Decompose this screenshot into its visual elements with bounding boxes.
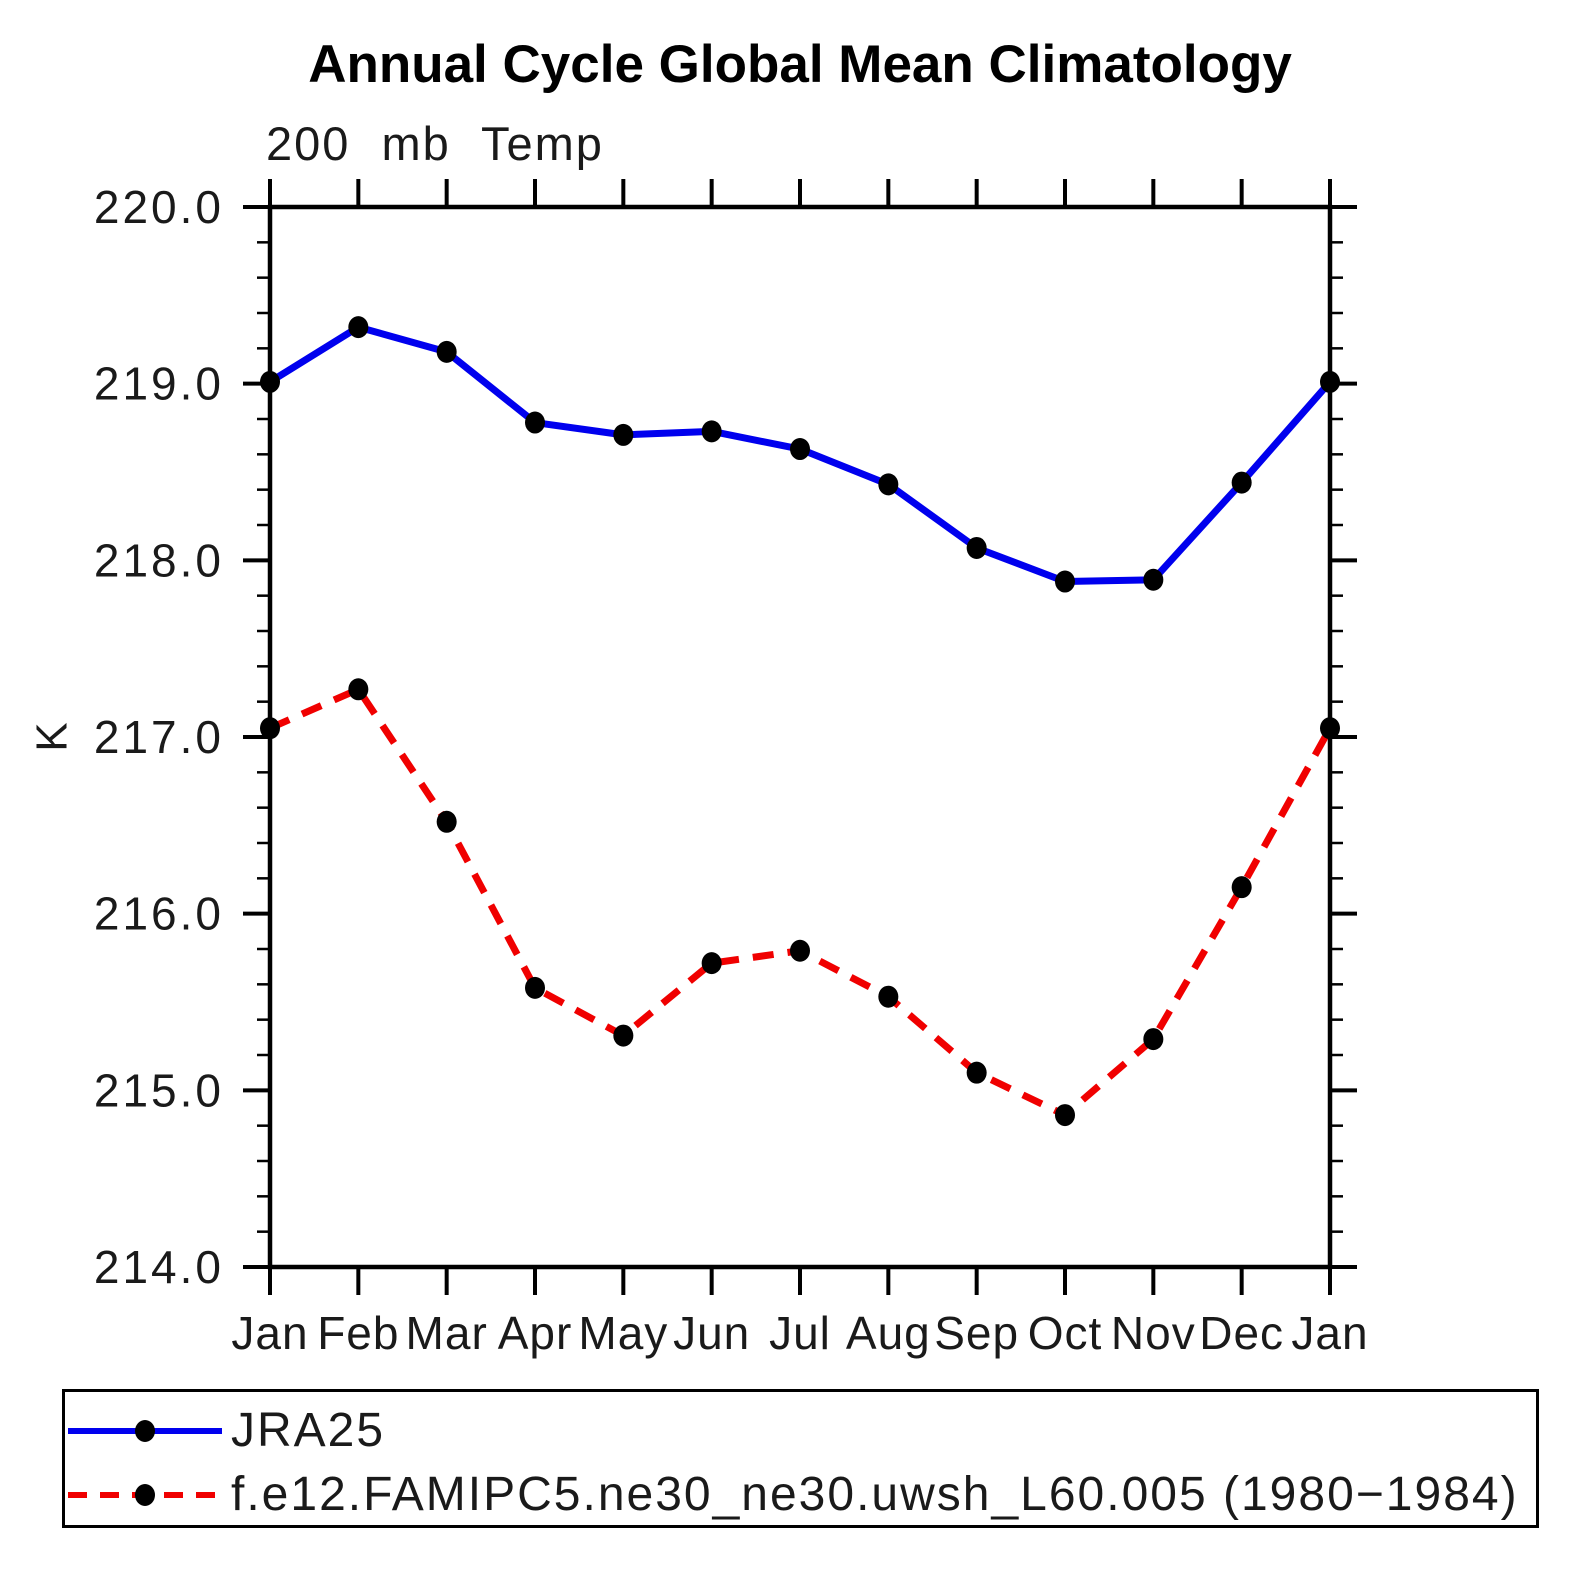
data-point-marker-series-0 <box>348 316 369 339</box>
data-point-marker-series-0 <box>260 370 280 393</box>
data-point-marker-series-1 <box>348 678 369 701</box>
data-point-marker-series-1 <box>525 976 545 999</box>
data-point-marker-series-1 <box>1143 1028 1164 1051</box>
data-point-marker-series-0 <box>436 340 457 363</box>
plot-frame <box>267 204 1333 1270</box>
data-point-marker-series-0 <box>525 411 545 434</box>
x-axis-tick-label: Jun <box>673 1307 750 1359</box>
data-point-marker-series-1 <box>790 939 810 962</box>
data-point-marker-series-1 <box>613 1024 634 1047</box>
legend-label-model: f.e12.FAMIPC5.ne30_ne30.uwsh_L60.005 (19… <box>231 1468 1519 1521</box>
data-point-marker-series-1 <box>1231 876 1252 899</box>
data-point-marker-series-0 <box>790 438 810 461</box>
x-axis-tick-label: May <box>578 1307 668 1359</box>
data-point-marker-series-1 <box>701 952 722 975</box>
chart-subtitle: 200 mb Temp <box>266 117 604 170</box>
data-point-marker-series-0 <box>1320 370 1340 393</box>
data-point-marker-series-1 <box>966 1061 987 1084</box>
chart-title: Annual Cycle Global Mean Climatology <box>308 35 1292 94</box>
legend-sample-marker <box>135 1484 155 1506</box>
y-axis-tick-label: 218.0 <box>94 534 224 586</box>
data-point-marker-series-1 <box>436 810 457 833</box>
legend-box: JRA25 f.e12.FAMIPC5.ne30_ne30.uwsh_L60.0… <box>62 1389 1539 1528</box>
data-point-marker-series-1 <box>1320 717 1340 740</box>
data-point-marker-series-0 <box>878 473 899 496</box>
legend-line-sample-model <box>68 1484 222 1506</box>
legend-line-sample-jra25 <box>68 1420 222 1442</box>
y-axis-tick-label: 216.0 <box>94 888 224 940</box>
x-axis-tick-label: Jul <box>769 1307 831 1359</box>
legend-sample-marker <box>135 1420 155 1442</box>
series-line-1 <box>268 685 1334 1119</box>
y-axis-tick-label: 220.0 <box>94 181 224 233</box>
data-point-marker-series-0 <box>1231 471 1252 494</box>
x-axis-tick-label: Oct <box>1028 1307 1103 1359</box>
legend-item-model: f.e12.FAMIPC5.ne30_ne30.uwsh_L60.005 (19… <box>65 1468 1519 1521</box>
y-axis-tick-label: 214.0 <box>94 1241 224 1293</box>
x-axis-tick-label: Mar <box>406 1307 488 1359</box>
x-axis-tick-label: Nov <box>1111 1307 1196 1359</box>
y-axis-tick-label: 219.0 <box>94 358 224 410</box>
y-axis-tick-label: 217.0 <box>94 711 224 763</box>
y-axis-tick-label: 215.0 <box>94 1064 224 1116</box>
x-axis-tick-label: Apr <box>498 1307 573 1359</box>
legend-item-jra25: JRA25 <box>65 1404 386 1457</box>
x-axis-tick-label: Dec <box>1199 1307 1284 1359</box>
data-point-marker-series-0 <box>701 420 722 443</box>
legend-label-jra25: JRA25 <box>231 1404 386 1457</box>
data-point-marker-series-0 <box>1055 570 1075 593</box>
data-point-marker-series-0 <box>966 536 987 559</box>
x-axis-tick-label: Jan <box>1291 1307 1368 1359</box>
data-point-marker-series-1 <box>260 717 280 740</box>
x-axis-tick-label: Jan <box>231 1307 308 1359</box>
x-axis-tick-label: Aug <box>846 1307 931 1359</box>
y-axis-title: K <box>28 722 77 751</box>
data-point-marker-series-1 <box>1055 1104 1075 1127</box>
x-axis-tick-label: Feb <box>317 1307 399 1359</box>
x-axis-tick-label: Sep <box>934 1307 1019 1359</box>
data-point-marker-series-0 <box>613 423 634 446</box>
data-point-marker-series-1 <box>878 985 899 1008</box>
data-point-marker-series-0 <box>1143 568 1164 591</box>
